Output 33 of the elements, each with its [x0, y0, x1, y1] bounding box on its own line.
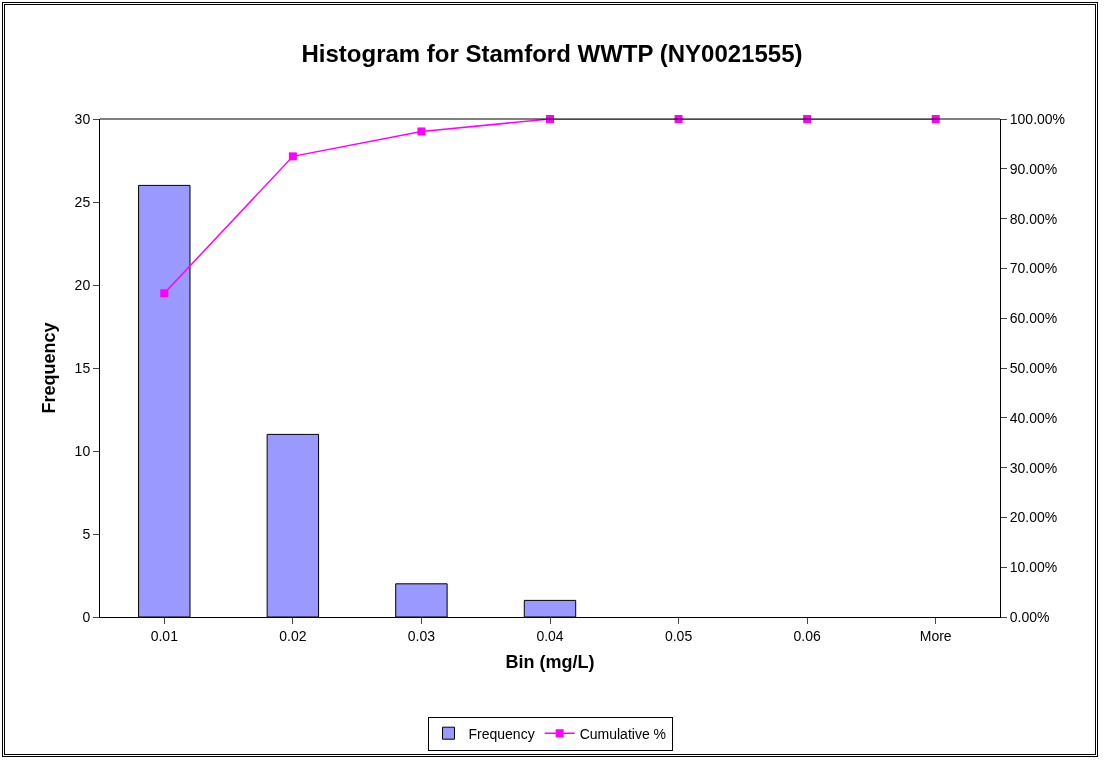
x-tick-label: 0.05	[664, 627, 693, 644]
y2-tick-label: 80.00%	[1009, 210, 1058, 227]
point	[417, 127, 426, 136]
y2-tick-label: 50.00%	[1009, 359, 1058, 376]
y2-tick-label: 40.00%	[1009, 409, 1058, 426]
y2-tick-label: 60.00%	[1009, 310, 1058, 327]
x-axis-title: Bin (mg/L)	[505, 651, 595, 672]
chart-title: Histogram for Stamford WWTP (NY0021555)	[301, 39, 803, 67]
y2-tick-label: 0.00%	[1009, 608, 1050, 625]
y-tick-label: 10	[74, 442, 91, 459]
point	[160, 289, 169, 298]
y2-tick-label: 10.00%	[1009, 559, 1058, 576]
y-axis-title: Frequency	[38, 322, 59, 414]
y2-tick-label: 20.00%	[1009, 509, 1058, 526]
x-tick-label: 0.06	[793, 627, 821, 644]
y-tick-label: 25	[74, 193, 91, 210]
y-tick-label: 0	[82, 608, 91, 625]
x-tick-label: 0.03	[407, 627, 436, 644]
legend-label: Frequency	[468, 725, 535, 742]
y2-tick-label: 70.00%	[1009, 260, 1058, 277]
y2-tick-label: 100.00%	[1009, 110, 1066, 127]
point	[288, 152, 297, 161]
y-tick-label: 5	[82, 525, 91, 542]
y-tick-label: 30	[74, 110, 91, 127]
legend-label: Cumulative %	[579, 725, 667, 742]
x-tick-label: More	[919, 627, 952, 644]
x-tick-label: 0.04	[536, 627, 564, 644]
x-tick-label: 0.01	[150, 627, 179, 644]
y2-tick-label: 90.00%	[1009, 160, 1058, 177]
x-tick-label: 0.02	[279, 627, 307, 644]
y2-tick-label: 30.00%	[1009, 459, 1058, 476]
y-tick-label: 15	[74, 359, 91, 376]
y-tick-label: 20	[74, 276, 91, 293]
